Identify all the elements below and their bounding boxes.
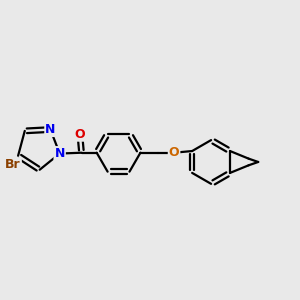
Text: Br: Br xyxy=(5,158,21,172)
Text: N: N xyxy=(45,123,56,136)
Text: O: O xyxy=(74,128,85,141)
Text: N: N xyxy=(55,147,65,160)
Text: O: O xyxy=(169,146,179,159)
